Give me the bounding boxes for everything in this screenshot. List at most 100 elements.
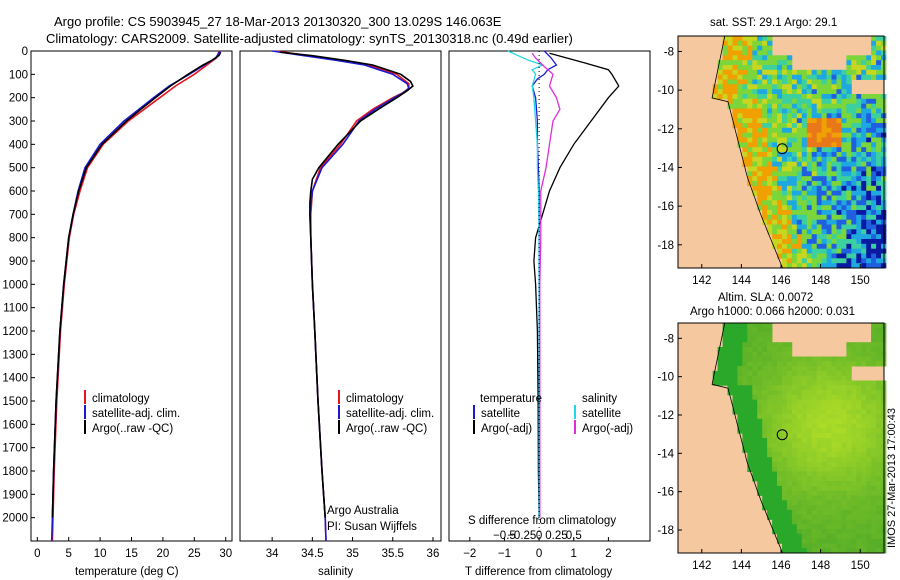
map-cell [861, 181, 867, 187]
map-cell [772, 195, 778, 201]
map-cell [796, 500, 803, 506]
map-cell [871, 428, 877, 434]
map-cell [782, 263, 788, 269]
map-cell [866, 399, 872, 405]
map-cell [782, 366, 788, 372]
map-cell [806, 404, 813, 410]
map-cell [772, 442, 778, 448]
map-y-tick-label: -8 [664, 333, 674, 345]
map-cell [712, 89, 719, 95]
map-cell [821, 152, 827, 158]
map-cell [752, 84, 758, 90]
map-cell [717, 356, 723, 362]
map-cell [752, 36, 758, 42]
map-cell [786, 462, 793, 468]
map-cell [841, 152, 847, 158]
y-tick-label: 0 [22, 46, 28, 58]
map-cell [876, 332, 882, 338]
map-cell [856, 214, 862, 221]
map-cell [762, 342, 768, 348]
map-cell [871, 414, 877, 420]
map-cell [786, 447, 793, 453]
map-cell [791, 123, 798, 129]
map-cell [846, 210, 852, 216]
map-cell [856, 380, 862, 386]
map-cell [712, 370, 719, 377]
map-cell [826, 548, 832, 554]
map-cell [811, 142, 818, 148]
map-cell [767, 69, 773, 76]
map-cell [732, 332, 738, 338]
map-cell [866, 94, 872, 100]
map-cell [811, 181, 818, 187]
map-cell [762, 132, 768, 138]
map-cell [871, 529, 877, 535]
map-cell [732, 60, 738, 66]
map-cell [801, 390, 808, 396]
map-cell [821, 438, 827, 444]
map-cell [742, 438, 748, 444]
map-cell [856, 351, 862, 357]
map-cell [801, 447, 808, 453]
map-cell [796, 94, 803, 100]
map-cell [762, 185, 768, 192]
map-cell [866, 147, 872, 153]
map-cell [861, 414, 867, 420]
map-cell [777, 457, 783, 463]
map-cell [836, 428, 842, 434]
map-cell [742, 69, 748, 76]
map-cell [806, 108, 813, 114]
salinity-xlabel: salinity [318, 566, 353, 578]
map-cell [876, 409, 882, 415]
map-cell [782, 548, 788, 554]
map-cell [747, 347, 753, 353]
map-y-tick-label: -14 [657, 448, 674, 460]
map-cell [856, 123, 862, 129]
map-cell [742, 385, 748, 391]
map-cell [866, 239, 872, 245]
map-cell [767, 79, 773, 85]
map-cell [841, 166, 847, 172]
map-cell [757, 190, 763, 196]
map-cell [861, 219, 867, 225]
map-cell [876, 399, 882, 405]
map-cell [851, 485, 857, 492]
map-cell [846, 509, 852, 516]
map-cell [816, 538, 823, 544]
y-tick-label: 700 [9, 209, 28, 221]
map-cell [782, 176, 788, 182]
map-cell [851, 418, 857, 424]
map-cell [757, 414, 763, 420]
map-cell [786, 533, 793, 539]
map-cell [752, 79, 758, 85]
map-cell [772, 524, 778, 530]
s-tick-label: 0 [536, 530, 542, 542]
map-cell [861, 210, 867, 216]
map-cell [816, 142, 823, 148]
series-line-temperature-argo-adj- [533, 52, 620, 518]
map-y-tick-label: -16 [657, 487, 674, 499]
map-cell [786, 356, 793, 362]
map-cell [856, 113, 862, 119]
map-cell [757, 442, 763, 448]
map-cell [806, 103, 813, 109]
map-cell [801, 414, 808, 420]
map-cell [752, 414, 758, 420]
map-cell [767, 418, 773, 424]
map-cell [851, 243, 857, 250]
map-cell [762, 375, 768, 381]
map-cell [826, 127, 832, 134]
map-cell [762, 428, 768, 434]
temperature-legend: climatology satellite-adj. clim. Argo(..… [84, 390, 180, 435]
map-cell [801, 137, 808, 143]
map-cell [826, 423, 832, 429]
map-cell [861, 409, 867, 415]
map-cell [782, 543, 788, 549]
map-cell [801, 548, 808, 554]
map-cell [747, 323, 753, 329]
salinity-legend: climatology satellite-adj. clim. Argo(..… [338, 390, 434, 435]
map-cell [742, 137, 748, 143]
map-cell [811, 404, 818, 410]
map-cell [737, 394, 743, 401]
map-cell [757, 147, 763, 153]
